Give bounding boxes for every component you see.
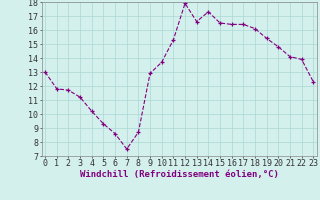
X-axis label: Windchill (Refroidissement éolien,°C): Windchill (Refroidissement éolien,°C): [80, 170, 279, 179]
